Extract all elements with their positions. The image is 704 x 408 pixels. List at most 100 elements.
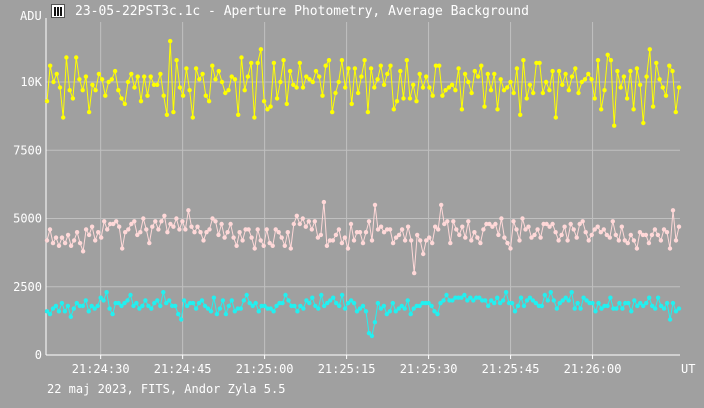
data-point [485, 71, 490, 77]
data-point [93, 88, 98, 93]
data-point [177, 227, 182, 232]
data-point [144, 227, 149, 232]
data-point [122, 101, 128, 107]
data-point [249, 60, 254, 66]
data-point [80, 249, 86, 254]
data-point [421, 251, 426, 257]
data-point [56, 309, 62, 314]
data-point [533, 300, 539, 306]
data-point [270, 243, 275, 248]
data-point [294, 85, 299, 90]
data-point [563, 71, 568, 77]
x-axis-label: UT [681, 362, 695, 376]
data-point [65, 232, 71, 238]
data-point [89, 224, 95, 229]
data-point [120, 246, 125, 251]
data-point [225, 230, 230, 235]
data-point [71, 238, 77, 243]
data-point [545, 298, 550, 303]
data-point [229, 74, 234, 79]
data-point [101, 298, 106, 303]
data-point [297, 60, 302, 66]
data-point [372, 320, 378, 325]
data-point [660, 85, 665, 90]
data-point [280, 300, 285, 306]
data-point [590, 300, 595, 306]
data-point [181, 298, 187, 303]
data-point [459, 295, 464, 300]
data-point [252, 115, 257, 120]
data-point [653, 306, 658, 311]
data-point [236, 112, 241, 118]
x-tick-label: 21:25:45 [482, 362, 540, 376]
data-point [110, 311, 115, 317]
data-point [177, 85, 183, 90]
x-tick-label: 21:24:30 [72, 362, 130, 376]
data-point [527, 82, 533, 88]
data-point [56, 243, 62, 248]
data-point [132, 85, 137, 90]
data-point [579, 79, 584, 85]
data-point [316, 306, 321, 311]
data-point [192, 230, 197, 235]
data-point [291, 221, 296, 227]
data-point [521, 58, 526, 63]
data-point [384, 311, 389, 317]
data-point [644, 74, 649, 79]
data-point [339, 292, 345, 298]
data-point [514, 227, 519, 232]
data-point [362, 58, 367, 63]
data-point [562, 224, 567, 229]
data-point [346, 66, 351, 71]
data-point [402, 306, 407, 311]
data-point [161, 93, 166, 98]
data-point [408, 311, 413, 317]
data-point [216, 232, 221, 238]
data-point [297, 221, 302, 227]
data-point [658, 303, 664, 309]
y-tick-label: 2500 [13, 280, 42, 294]
data-point [187, 88, 192, 93]
data-point [68, 314, 74, 319]
data-point [336, 79, 341, 85]
data-point [47, 227, 53, 232]
data-point [637, 82, 643, 88]
data-point [550, 221, 555, 227]
data-point [54, 71, 59, 77]
data-point [426, 300, 431, 306]
data-point [524, 96, 529, 101]
data-point [521, 303, 527, 309]
data-point [99, 235, 104, 240]
data-point [47, 311, 53, 317]
data-point [208, 309, 214, 314]
data-point [498, 77, 503, 82]
data-point [199, 298, 205, 303]
data-point [398, 68, 403, 74]
data-point [605, 303, 610, 309]
data-point [417, 303, 422, 309]
data-point [445, 219, 450, 224]
app-icon[interactable] [51, 4, 65, 18]
data-point [352, 66, 358, 71]
data-point [310, 295, 315, 300]
data-point [345, 300, 351, 306]
data-point [278, 79, 283, 85]
data-point [197, 77, 202, 82]
data-point [351, 300, 357, 306]
data-point [86, 309, 91, 314]
data-point [271, 309, 276, 314]
data-point [355, 90, 361, 96]
series-1 [44, 199, 682, 276]
data-point [246, 227, 251, 232]
data-point [44, 309, 50, 314]
data-point [345, 246, 351, 251]
data-point [456, 66, 461, 71]
data-point [405, 224, 411, 229]
data-point [193, 66, 199, 71]
data-point [61, 115, 66, 120]
data-point [214, 311, 220, 317]
data-point [412, 270, 417, 276]
data-point [387, 309, 392, 314]
data-point [62, 240, 68, 246]
data-point [200, 71, 205, 77]
